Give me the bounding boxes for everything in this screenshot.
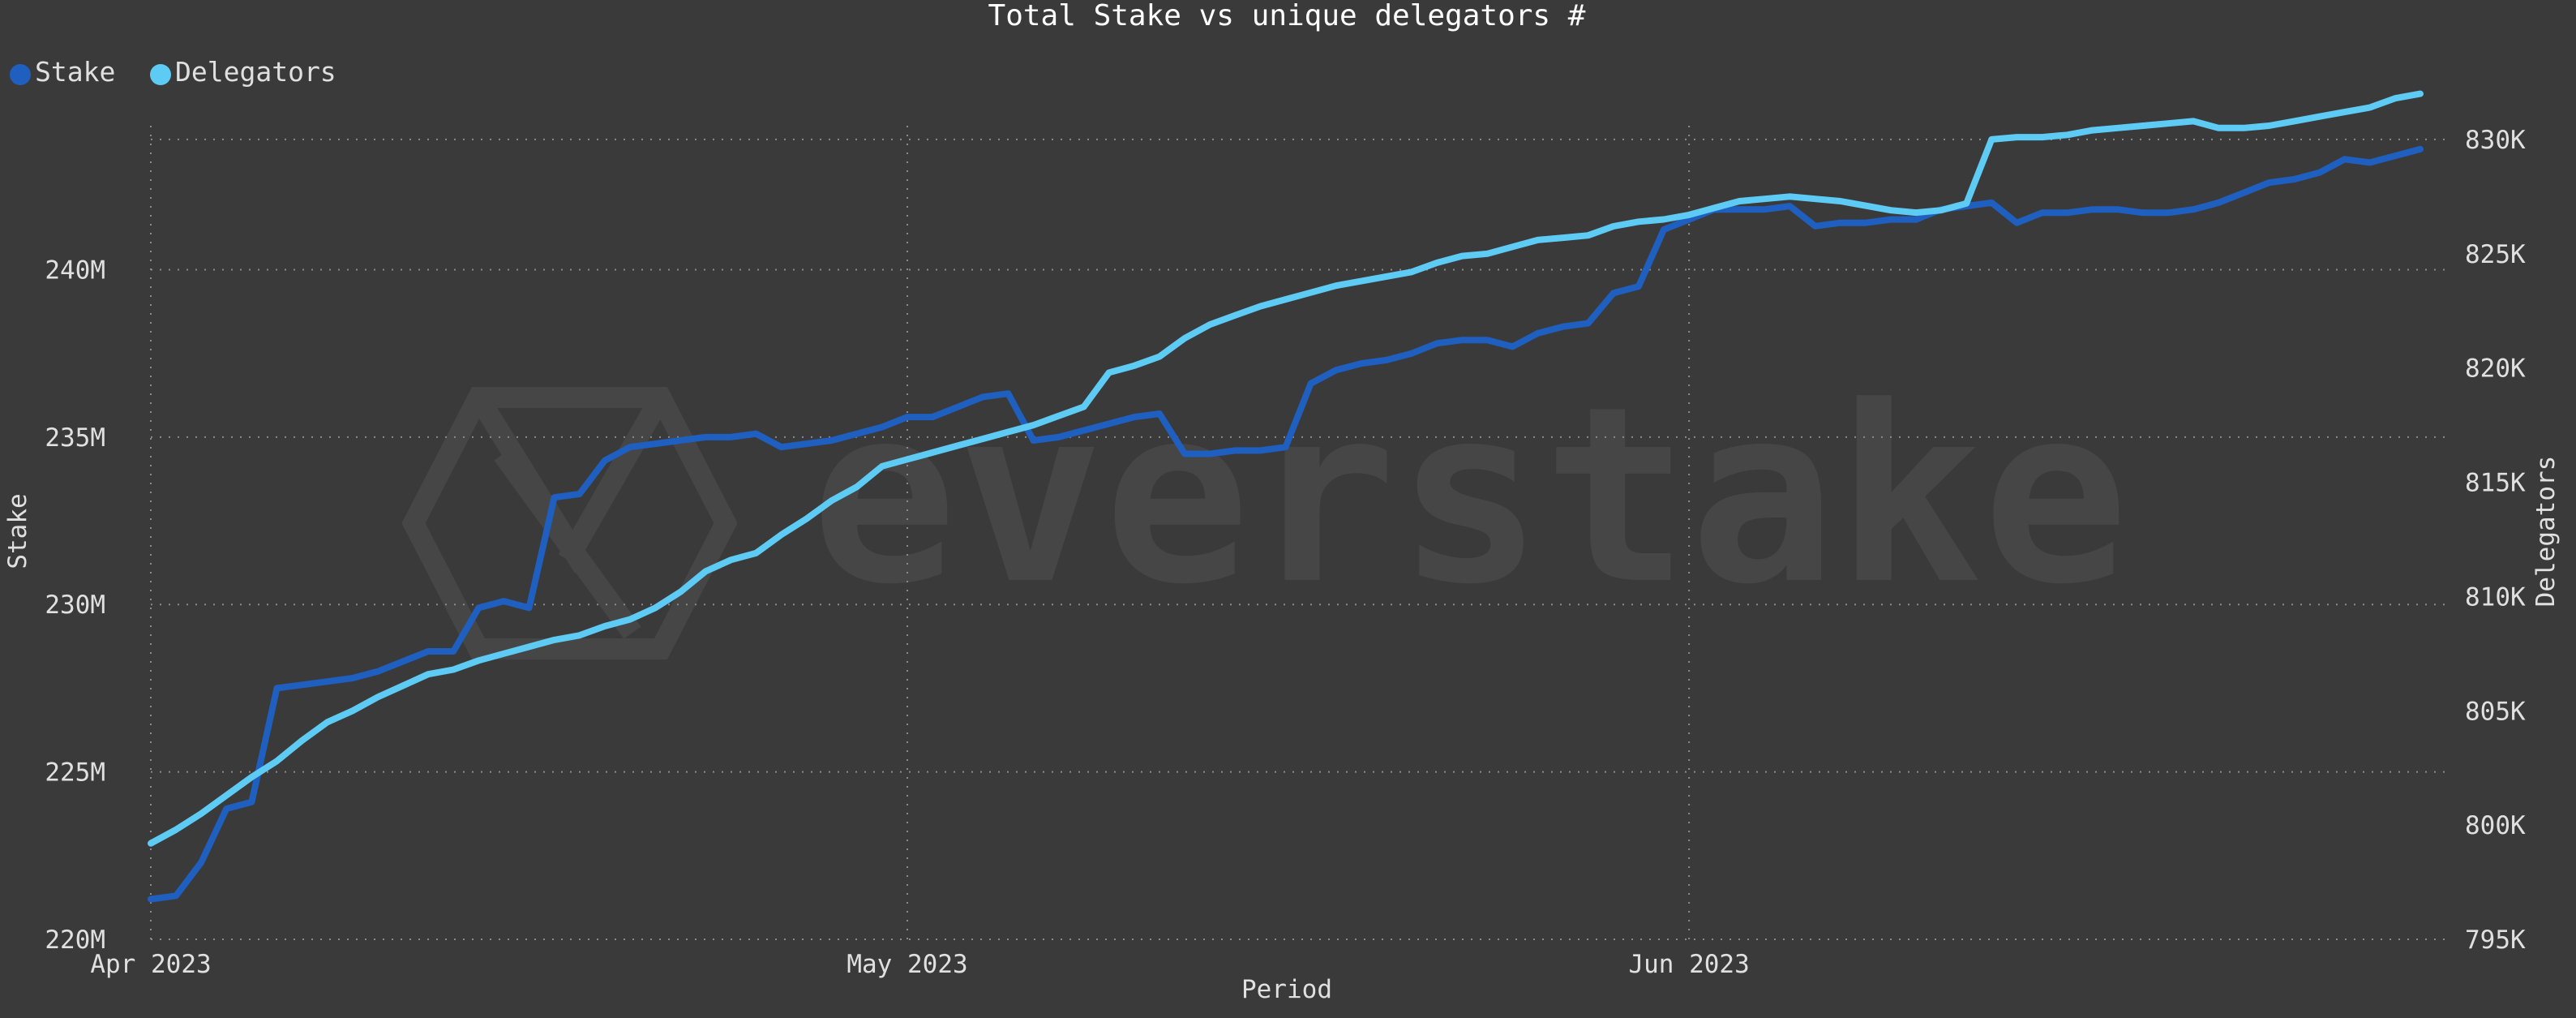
stake-series-line[interactable] [148,145,2424,903]
legend: Stake Delegators [10,56,336,88]
y-right-tick-label: 795K [2465,926,2526,955]
x-tick-label: Apr 2023 [90,950,211,979]
chart-title: Total Stake vs unique delegators # [988,0,1586,32]
y-right-tick-label: 800K [2465,811,2526,840]
y-right-tick-label: 805K [2465,697,2526,726]
legend-delegators-marker [150,64,171,85]
x-tick-label: Jun 2023 [1628,950,1749,979]
x-axis-title: Period [1241,975,1332,1004]
y-right-tick-label: 830K [2465,126,2526,155]
axis-layer: 220M 225M 230M 235M 240M 795K 800K 805K 810K 815K… [45,126,2526,979]
y-right-tick-label: 810K [2465,582,2526,612]
hexagon-logo-icon [401,387,738,659]
y-right-tick-label: 815K [2465,469,2526,498]
y-left-tick-label: 235M [45,423,105,453]
y-right-tick-label: 820K [2465,354,2526,384]
y-left-tick-label: 240M [45,256,105,285]
delegators-series-line[interactable] [148,90,2424,847]
y-right-tick-label: 825K [2465,240,2526,269]
y-axis-right-title: Delegators [2531,456,2561,608]
legend-delegators-label: Delegators [175,56,336,88]
y-left-tick-label: 225M [45,758,105,788]
x-tick-label: May 2023 [847,950,967,979]
series-layer [148,90,2424,903]
legend-stake-marker [10,64,31,85]
legend-stake-label: Stake [35,56,115,88]
watermark-text: everstake [811,354,2129,638]
y-left-tick-label: 220M [45,926,105,955]
y-left-tick-label: 230M [45,591,105,620]
y-axis-left-title: Stake [3,493,32,569]
legend-item-delegators[interactable]: Delegators [150,56,336,88]
legend-item-stake[interactable]: Stake [10,56,115,88]
